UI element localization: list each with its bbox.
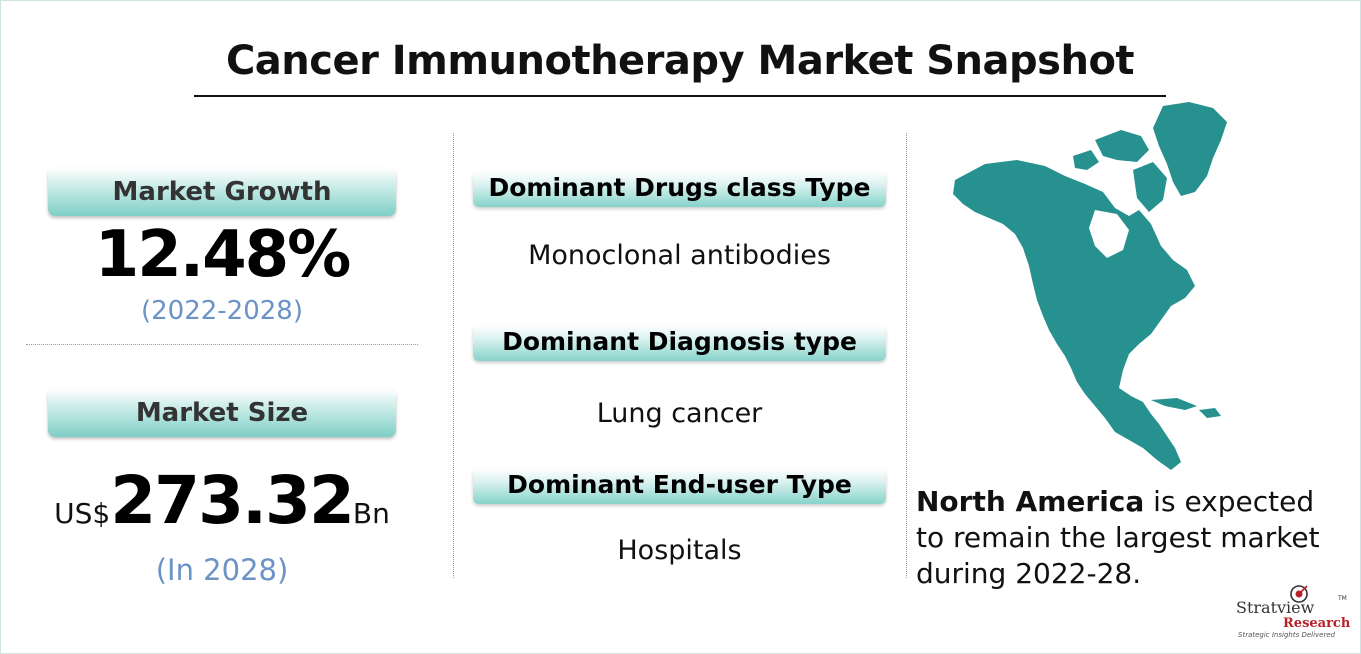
market-growth-value: 12.48% <box>94 218 352 292</box>
greenland-shape <box>1153 102 1227 196</box>
drugs-class-value: Monoclonal antibodies <box>528 240 831 271</box>
diagnosis-type-value: Lung cancer <box>596 398 763 429</box>
column-divider-left <box>453 133 454 578</box>
market-size-currency: US$ <box>54 497 111 530</box>
cuba-shape <box>1151 398 1197 410</box>
market-size-label: Market Size <box>48 389 396 437</box>
market-size-year: (In 2028) <box>155 553 289 587</box>
target-icon <box>1290 585 1308 603</box>
market-size-row: US$273.32Bn <box>48 462 396 539</box>
baffin-island-shape <box>1133 162 1167 212</box>
title-underline <box>194 95 1166 97</box>
logo-word-stratview: Stratview <box>1236 598 1315 617</box>
market-growth-period: (2022-2028) <box>140 296 303 326</box>
mainland-shape <box>953 160 1195 470</box>
page-title: Cancer Immunotherapy Market Snapshot <box>225 38 1135 84</box>
diagnosis-type-label: Dominant Diagnosis type <box>473 325 886 361</box>
region-name: North America <box>916 485 1145 518</box>
left-divider <box>26 344 418 345</box>
region-statement: is expected to remain the largest market… <box>916 485 1320 590</box>
logo-word-research: Research <box>1283 616 1351 631</box>
logo-tagline: Strategic Insights Delivered <box>1238 631 1336 639</box>
hudson-bay-shape <box>1089 210 1129 258</box>
hispaniola-shape <box>1199 408 1221 418</box>
drugs-class-label: Dominant Drugs class Type <box>473 171 886 207</box>
market-growth-label: Market Growth <box>48 168 396 216</box>
market-size-value: 273.32 <box>110 462 355 539</box>
logo-tm: TM <box>1338 595 1347 602</box>
market-size-unit: Bn <box>352 497 390 530</box>
end-user-type-label: Dominant End-user Type <box>473 468 886 504</box>
arctic-island-small-shape <box>1073 150 1099 170</box>
end-user-type-value: Hospitals <box>617 535 742 566</box>
column-divider-right <box>906 133 907 578</box>
region-note: North America is expected to remain the … <box>916 484 1346 592</box>
north-america-map <box>953 102 1227 470</box>
stratview-logo: Stratview TM Research Strategic Insights… <box>1236 583 1351 643</box>
arctic-islands-shape <box>1095 130 1149 162</box>
